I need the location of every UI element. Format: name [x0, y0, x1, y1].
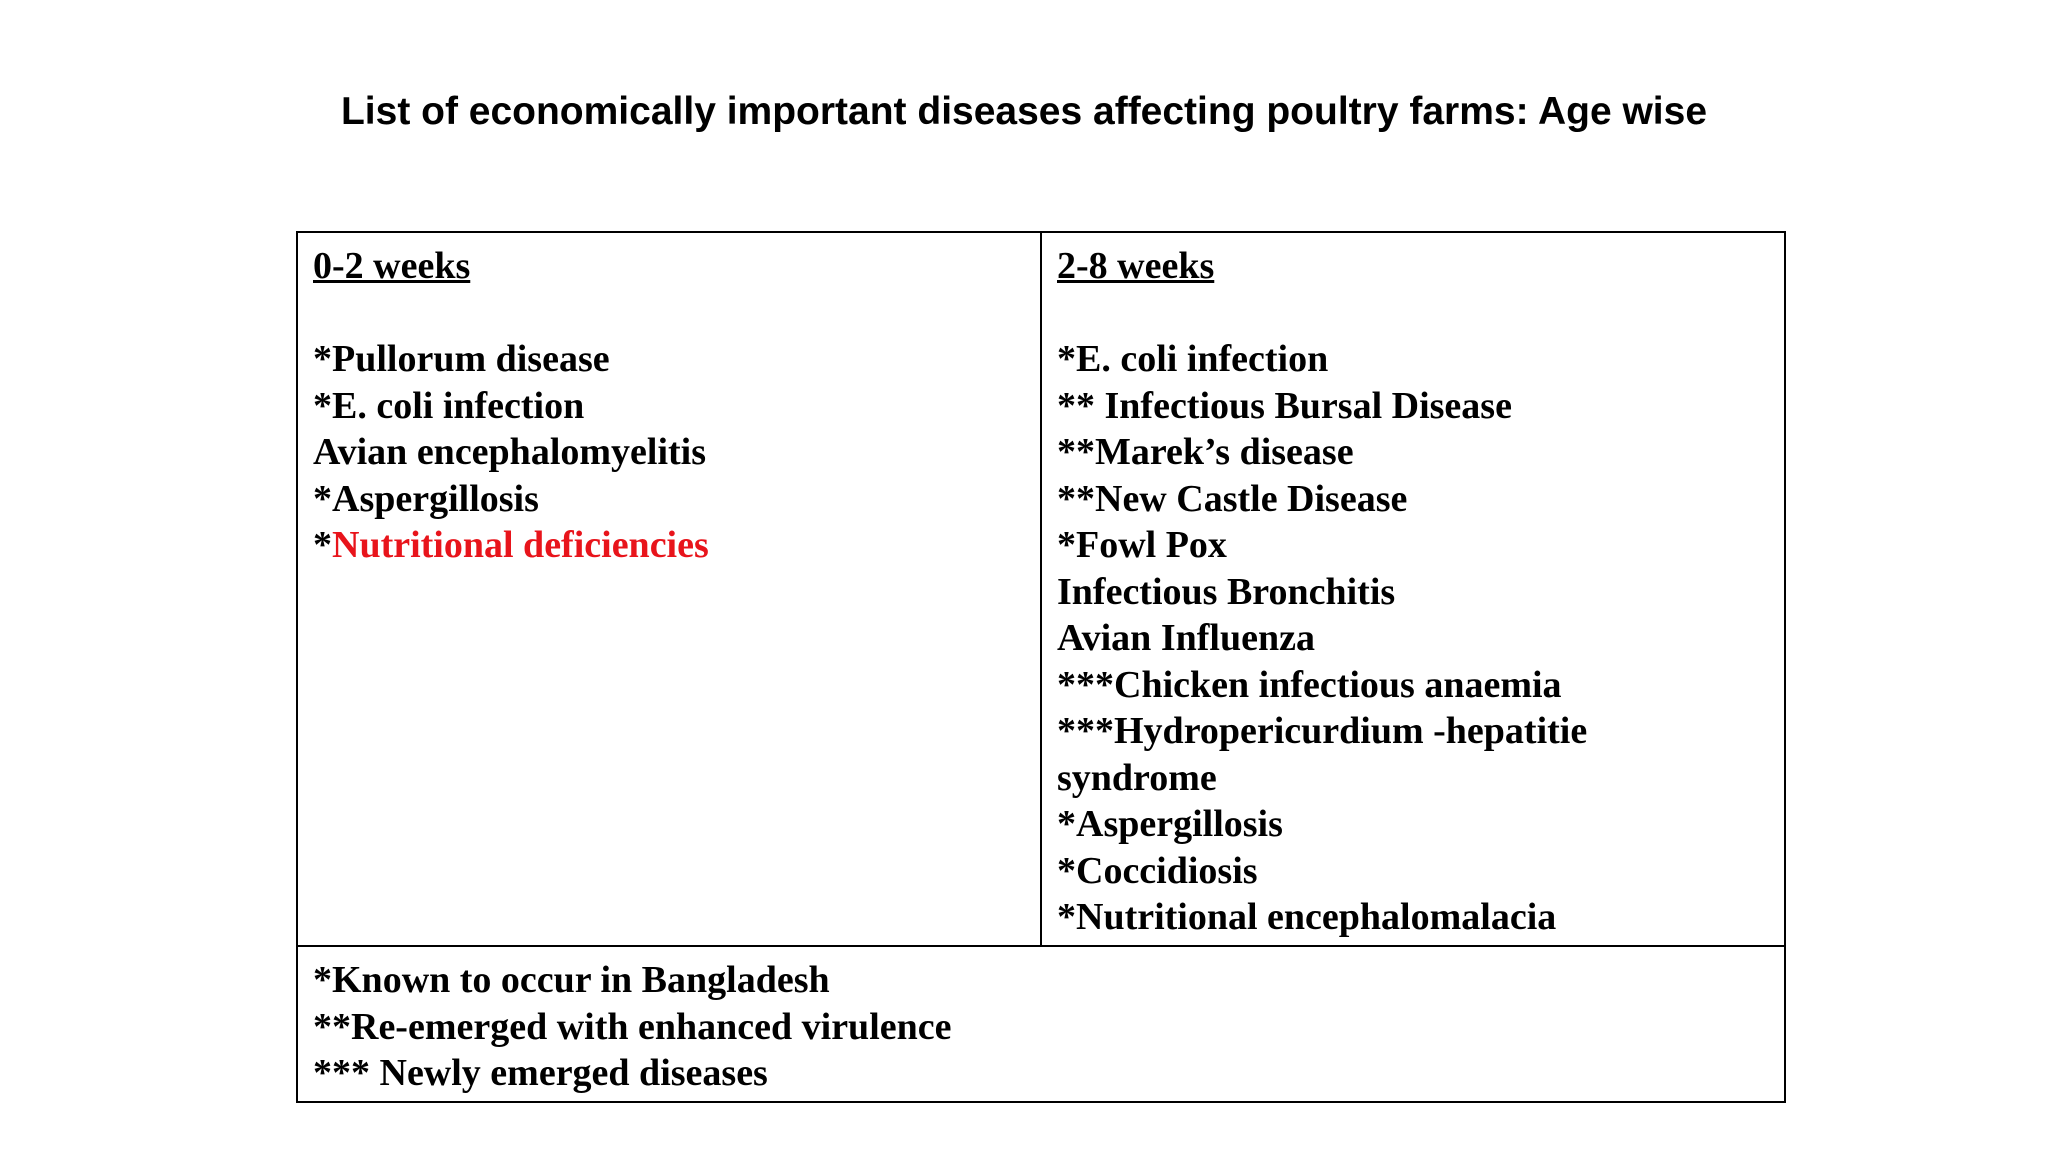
- list-item: *Coccidiosis: [1057, 848, 1770, 895]
- item-text: E. coli infection: [332, 384, 585, 427]
- list-item: *E. coli infection: [1057, 336, 1770, 383]
- item-text: Infectious Bursal Disease: [1104, 384, 1512, 427]
- item-text: Aspergillosis: [1076, 803, 1283, 845]
- list-item: **New Castle Disease: [1057, 476, 1770, 523]
- item-marker: *: [313, 338, 332, 380]
- list-item: syndrome: [1057, 755, 1770, 802]
- item-marker: *: [1057, 803, 1076, 845]
- item-text: Avian encephalomyelitis: [313, 431, 707, 473]
- list-item: ***Chicken infectious anaemia: [1057, 662, 1770, 709]
- item-text: New Castle Disease: [1095, 477, 1408, 520]
- item-text: Pullorum disease: [332, 338, 610, 380]
- item-text: Avian Influenza: [1057, 617, 1315, 659]
- item-marker: *: [313, 384, 332, 427]
- list-item: Avian Influenza: [1057, 615, 1770, 662]
- item-text: Aspergillosis: [332, 477, 539, 520]
- legend-list: *Known to occur in Bangladesh **Re-emerg…: [313, 957, 1770, 1097]
- item-text: Chicken infectious anaemia: [1114, 663, 1562, 706]
- list-item: *E. coli infection: [313, 383, 1026, 430]
- item-text: syndrome: [1057, 756, 1217, 799]
- list-item: ** Infectious Bursal Disease: [1057, 383, 1770, 430]
- item-text: Nutritional encephalomalacia: [1076, 896, 1557, 938]
- list-item: *Pullorum disease: [313, 336, 1026, 383]
- list-item: ***Hydropericurdium -hepatitie: [1057, 708, 1770, 755]
- item-text-highlighted: Nutritional deficiencies: [332, 524, 709, 566]
- item-text: E. coli infection: [1076, 338, 1329, 380]
- item-marker: *: [313, 477, 332, 520]
- age-column-2-8-weeks: 2-8 weeks *E. coli infection ** Infectio…: [1040, 231, 1786, 947]
- page-title: List of economically important diseases …: [340, 90, 1708, 133]
- list-item: *Nutritional encephalomalacia: [1057, 894, 1770, 941]
- item-marker: *: [1057, 338, 1076, 380]
- legend-item: *Known to occur in Bangladesh: [313, 959, 830, 1001]
- item-text: Hydropericurdium -hepatitie: [1114, 710, 1588, 752]
- item-text: Infectious Bronchitis: [1057, 570, 1396, 613]
- list-item: Infectious Bronchitis: [1057, 569, 1770, 616]
- list-item: *Fowl Pox: [1057, 522, 1770, 569]
- legend-item: **Re-emerged with enhanced virulence: [313, 1005, 952, 1048]
- item-marker: *: [1057, 896, 1076, 938]
- disease-list: *Pullorum disease *E. coli infection Avi…: [313, 336, 1026, 569]
- column-heading: 2-8 weeks: [1057, 245, 1215, 287]
- list-item: **Marek’s disease: [1057, 429, 1770, 476]
- disease-list: *E. coli infection ** Infectious Bursal …: [1057, 336, 1770, 941]
- legend-item: *** Newly emerged diseases: [313, 1052, 768, 1094]
- table-row: 0-2 weeks *Pullorum disease *E. coli inf…: [296, 231, 1786, 947]
- item-marker: **: [1057, 384, 1105, 427]
- list-item: *Aspergillosis: [313, 476, 1026, 523]
- item-marker: **: [1057, 431, 1095, 473]
- item-marker: *: [1057, 524, 1076, 566]
- legend-cell: *Known to occur in Bangladesh **Re-emerg…: [296, 945, 1786, 1103]
- item-text: Marek’s disease: [1095, 431, 1354, 473]
- list-item: *Aspergillosis: [1057, 801, 1770, 848]
- disease-table: 0-2 weeks *Pullorum disease *E. coli inf…: [296, 231, 1786, 1103]
- item-text: Coccidiosis: [1076, 849, 1258, 892]
- item-marker: *: [1057, 849, 1076, 892]
- item-marker: **: [1057, 477, 1095, 520]
- item-marker: ***: [1057, 663, 1114, 706]
- list-item: Avian encephalomyelitis: [313, 429, 1026, 476]
- list-item: *Nutritional deficiencies: [313, 522, 1026, 569]
- age-column-0-2-weeks: 0-2 weeks *Pullorum disease *E. coli inf…: [296, 231, 1042, 947]
- item-marker: ***: [1057, 710, 1114, 752]
- column-heading: 0-2 weeks: [313, 245, 471, 287]
- table-row: *Known to occur in Bangladesh **Re-emerg…: [296, 945, 1786, 1103]
- item-text: Fowl Pox: [1076, 524, 1227, 566]
- item-marker: *: [313, 524, 332, 566]
